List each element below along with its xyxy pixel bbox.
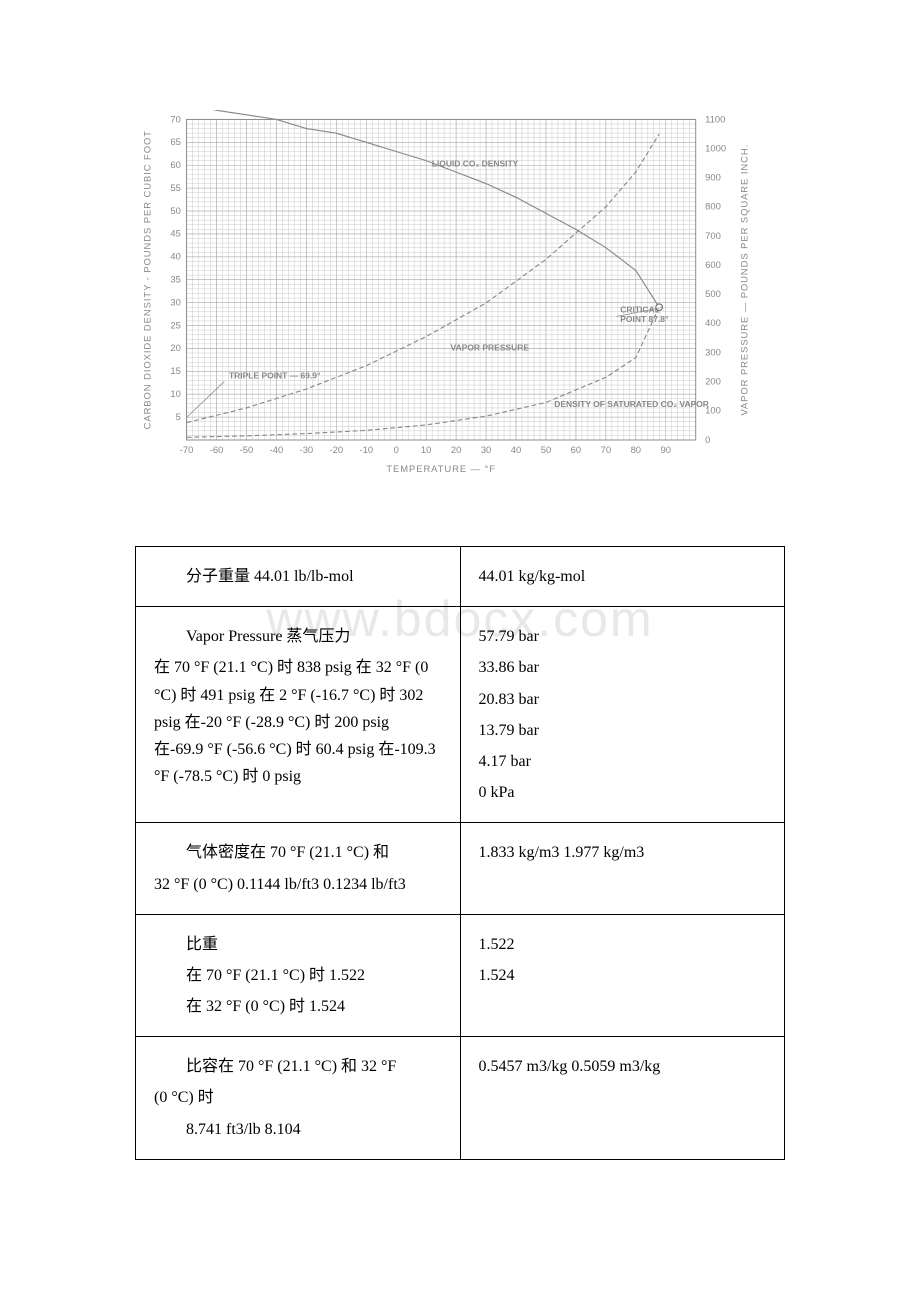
svg-text:30: 30	[170, 296, 180, 307]
table-cell-left: Vapor Pressure 蒸气压力在 70 °F (21.1 °C) 时 8…	[136, 607, 461, 823]
svg-text:50: 50	[541, 444, 551, 455]
svg-text:10: 10	[170, 388, 180, 399]
svg-text:30: 30	[481, 444, 491, 455]
svg-text:20: 20	[170, 342, 180, 353]
svg-text:200: 200	[705, 376, 721, 387]
svg-text:1000: 1000	[705, 142, 726, 153]
svg-text:500: 500	[705, 288, 721, 299]
table-row: 比容在 70 °F (21.1 °C) 和 32 °F (0 °C) 时 8.741…	[136, 1037, 785, 1160]
table-row: Vapor Pressure 蒸气压力在 70 °F (21.1 °C) 时 8…	[136, 607, 785, 823]
table-cell-right: 0.5457 m3/kg 0.5059 m3/kg	[460, 1037, 785, 1160]
table-cell-right: 1.833 kg/m3 1.977 kg/m3	[460, 823, 785, 914]
svg-text:CARBON DIOXIDE DENSITY - POUND: CARBON DIOXIDE DENSITY - POUNDS PER CUBI…	[142, 130, 153, 429]
svg-text:55: 55	[170, 182, 180, 193]
cell-line: 1.524	[479, 962, 767, 989]
table-row: 分子重量 44.01 lb/lb-mol 44.01 kg/kg-mol	[136, 547, 785, 607]
svg-text:-50: -50	[240, 444, 254, 455]
cell-line: 0 kPa	[479, 779, 767, 806]
cell-body: 在 70 °F (21.1 °C) 时 838 psig 在 32 °F (0 …	[154, 654, 442, 790]
cell-lead: 比容在 70 °F (21.1 °C) 和 32 °F	[154, 1053, 442, 1080]
svg-text:10: 10	[421, 444, 431, 455]
table-cell-left: 比容在 70 °F (21.1 °C) 和 32 °F (0 °C) 时 8.741…	[136, 1037, 461, 1160]
cell-lead: 比重	[154, 931, 442, 958]
cell-lead: 气体密度在 70 °F (21.1 °C) 和	[154, 839, 442, 866]
svg-text:40: 40	[170, 251, 180, 262]
cell-line: 57.79 bar	[479, 623, 767, 650]
svg-text:60: 60	[170, 159, 180, 170]
cell-line: 1.833 kg/m3 1.977 kg/m3	[479, 839, 767, 866]
properties-table: 分子重量 44.01 lb/lb-mol 44.01 kg/kg-mol Vapor…	[135, 546, 785, 1160]
cell-body: 32 °F (0 °C) 0.1144 lb/ft3 0.1234 lb/ft3	[154, 871, 442, 898]
svg-text:POINT 87.8°: POINT 87.8°	[620, 314, 669, 324]
table-cell-left: 比重在 70 °F (21.1 °C) 时 1.522 在 32 °F (0 °C…	[136, 914, 461, 1037]
chart-svg: -70-60-50-40-30-20-100102030405060708090…	[130, 110, 790, 506]
svg-text:-20: -20	[330, 444, 344, 455]
co2-phase-chart: -70-60-50-40-30-20-100102030405060708090…	[130, 110, 790, 506]
table-cell-left: 气体密度在 70 °F (21.1 °C) 和 32 °F (0 °C) 0.11…	[136, 823, 461, 914]
svg-text:90: 90	[661, 444, 671, 455]
svg-text:70: 70	[170, 113, 180, 124]
svg-text:65: 65	[170, 136, 180, 147]
svg-text:-30: -30	[300, 444, 314, 455]
svg-text:400: 400	[705, 317, 721, 328]
svg-text:VAPOR PRESSURE: VAPOR PRESSURE	[451, 342, 530, 352]
table-cell-left: 分子重量 44.01 lb/lb-mol	[136, 547, 461, 607]
svg-text:25: 25	[170, 319, 180, 330]
svg-text:-60: -60	[210, 444, 224, 455]
svg-text:35: 35	[170, 274, 180, 285]
cell-line: 8.741 ft3/lb 8.104	[154, 1116, 442, 1143]
svg-text:70: 70	[601, 444, 611, 455]
svg-text:15: 15	[170, 365, 180, 376]
svg-text:80: 80	[631, 444, 641, 455]
svg-text:0: 0	[705, 434, 710, 445]
cell-line: 44.01 kg/kg-mol	[479, 563, 767, 590]
svg-text:DENSITY OF SATURATED CO₂ VAPOR: DENSITY OF SATURATED CO₂ VAPOR	[554, 399, 709, 409]
svg-text:-70: -70	[180, 444, 194, 455]
svg-text:50: 50	[170, 205, 180, 216]
cell-line: 0.5457 m3/kg 0.5059 m3/kg	[479, 1053, 767, 1080]
table-row: 气体密度在 70 °F (21.1 °C) 和 32 °F (0 °C) 0.11…	[136, 823, 785, 914]
svg-text:45: 45	[170, 228, 180, 239]
cell-line: 20.83 bar	[479, 686, 767, 713]
table-row: 比重在 70 °F (21.1 °C) 时 1.522 在 32 °F (0 °C…	[136, 914, 785, 1037]
svg-text:600: 600	[705, 259, 721, 270]
svg-text:-40: -40	[270, 444, 284, 455]
svg-text:1100: 1100	[705, 113, 725, 124]
svg-text:700: 700	[705, 230, 721, 241]
cell-line: 33.86 bar	[479, 654, 767, 681]
svg-text:300: 300	[705, 346, 721, 357]
cell-lead: Vapor Pressure 蒸气压力	[154, 623, 442, 650]
svg-text:-10: -10	[359, 444, 373, 455]
svg-text:60: 60	[571, 444, 581, 455]
cell-line: 在 70 °F (21.1 °C) 时 1.522	[154, 962, 442, 989]
table-cell-right: 1.522 1.524	[460, 914, 785, 1037]
svg-text:800: 800	[705, 201, 721, 212]
cell-line: 1.522	[479, 931, 767, 958]
svg-text:LIQUID CO₂ DENSITY: LIQUID CO₂ DENSITY	[432, 159, 519, 169]
cell-body: (0 °C) 时	[154, 1084, 442, 1111]
cell-line: 在 32 °F (0 °C) 时 1.524	[154, 993, 442, 1020]
svg-text:TRIPLE POINT — 69.9°: TRIPLE POINT — 69.9°	[229, 371, 321, 381]
table-cell-right: 57.79 bar 33.86 bar 20.83 bar 13.79 bar 4.17…	[460, 607, 785, 823]
cell-line: 13.79 bar	[479, 717, 767, 744]
table-cell-right: 44.01 kg/kg-mol	[460, 547, 785, 607]
svg-text:TEMPERATURE — °F: TEMPERATURE — °F	[386, 463, 496, 474]
svg-text:VAPOR PRESSURE — POUNDS PER SQ: VAPOR PRESSURE — POUNDS PER SQUARE INCH.	[739, 144, 750, 416]
svg-text:5: 5	[176, 411, 181, 422]
svg-text:20: 20	[451, 444, 461, 455]
cell-line: 4.17 bar	[479, 748, 767, 775]
svg-text:0: 0	[394, 444, 399, 455]
cell-lead: 分子重量 44.01 lb/lb-mol	[154, 563, 442, 590]
svg-text:40: 40	[511, 444, 521, 455]
svg-text:900: 900	[705, 172, 721, 183]
